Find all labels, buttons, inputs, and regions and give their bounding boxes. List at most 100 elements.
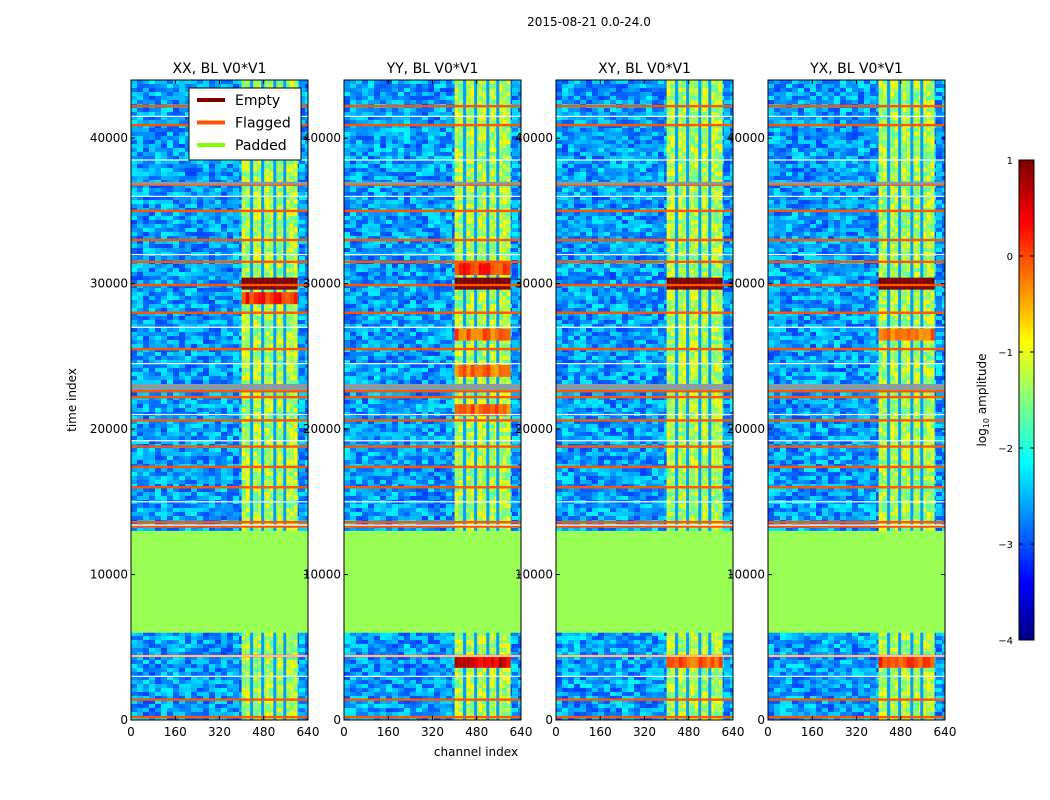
- heatmap-cell: [143, 668, 149, 672]
- heatmap-cell: [299, 376, 305, 380]
- heatmap-cell: [161, 408, 167, 412]
- heatmap-cell: [149, 120, 155, 124]
- heatmap-cell: [215, 472, 221, 476]
- heatmap-cell: [203, 508, 209, 512]
- heatmap-cell: [191, 656, 197, 660]
- heatmap-cell: [197, 644, 203, 648]
- heatmap-cell: [167, 696, 173, 700]
- heatmap-cell: [185, 108, 191, 112]
- heatmap-cell: [149, 360, 155, 364]
- heatmap-cell: [161, 184, 167, 188]
- heatmap-cell: [185, 228, 191, 232]
- heatmap-cell: [203, 388, 209, 392]
- heatmap-cell: [149, 136, 155, 140]
- heatmap-cell: [143, 372, 149, 376]
- heatmap-cell: [161, 132, 167, 136]
- heatmap-cell: [149, 688, 155, 692]
- heatmap-cell: [179, 312, 185, 316]
- heatmap-cell: [167, 368, 173, 372]
- heatmap-cell: [215, 432, 221, 436]
- heatmap-cell: [215, 408, 221, 412]
- heatmap-cell: [161, 116, 167, 120]
- heatmap-cell: [299, 656, 305, 660]
- heatmap-cell: [197, 480, 203, 484]
- heatmap-cell: [179, 468, 185, 472]
- heatmap-cell: [305, 680, 308, 684]
- heatmap-cell: [203, 400, 209, 404]
- heatmap-cell: [137, 664, 143, 668]
- heatmap-cell: [305, 140, 308, 144]
- heatmap-cell: [161, 256, 167, 260]
- heatmap-cell: [137, 496, 143, 500]
- heatmap-cell: [299, 420, 305, 424]
- heatmap-cell: [131, 212, 137, 216]
- heatmap-cell: [167, 200, 173, 204]
- heatmap-cell: [299, 268, 305, 272]
- heatmap-cell: [185, 528, 191, 532]
- heatmap-cell: [197, 276, 203, 280]
- heatmap-cell: [305, 320, 308, 324]
- heatmap-cell: [131, 512, 137, 516]
- heatmap-cell: [131, 160, 137, 164]
- heatmap-cell: [233, 80, 239, 84]
- heatmap-cell: [305, 452, 308, 456]
- heatmap-cell: [221, 216, 227, 220]
- heatmap-cell: [167, 700, 173, 704]
- heatmap-cell: [209, 648, 215, 652]
- heatmap-cell: [131, 140, 137, 144]
- heatmap-cell: [161, 496, 167, 500]
- heatmap-cell: [137, 688, 143, 692]
- heatmap-cell: [233, 452, 239, 456]
- heatmap-cell: [203, 176, 209, 180]
- heatmap-cell: [167, 352, 173, 356]
- heatmap-cell: [155, 92, 161, 96]
- heatmap-cell: [155, 376, 161, 380]
- heatmap-cell: [185, 360, 191, 364]
- panels-group: XX, BL V0*V10 160 320 480 640010000200003000…: [90, 61, 957, 739]
- heatmap-cell: [143, 644, 149, 648]
- heatmap-cell: [209, 404, 215, 408]
- heatmap-cell: [173, 228, 179, 232]
- heatmap-cell: [149, 152, 155, 156]
- heatmap-cell: [155, 380, 161, 384]
- heatmap-cell: [227, 680, 233, 684]
- heatmap-cell: [215, 440, 221, 444]
- heatmap-cell: [215, 244, 221, 248]
- heatmap-cell: [131, 400, 137, 404]
- heatmap-cell: [179, 100, 185, 104]
- heatmap-cell: [227, 340, 233, 344]
- heatmap-cell: [179, 196, 185, 200]
- heatmap-cell: [305, 392, 308, 396]
- heatmap-cell: [233, 432, 239, 436]
- heatmap-cell: [179, 480, 185, 484]
- heatmap-cell: [215, 320, 221, 324]
- heatmap-cell: [179, 440, 185, 444]
- heatmap-cell: [203, 680, 209, 684]
- heatmap-cell: [173, 248, 179, 252]
- heatmap-cell: [233, 268, 239, 272]
- heatmap-cell: [227, 228, 233, 232]
- heatmap-cell: [173, 476, 179, 480]
- heatmap-cell: [185, 488, 191, 492]
- heatmap-cell: [155, 224, 161, 228]
- heatmap-cell: [185, 356, 191, 360]
- heatmap-cell: [233, 200, 239, 204]
- heatmap-cell: [185, 212, 191, 216]
- heatmap-cell: [167, 296, 173, 300]
- heatmap-cell: [191, 648, 197, 652]
- heatmap-cell: [131, 672, 137, 676]
- heatmap-cell: [221, 272, 227, 276]
- heatmap-cell: [155, 80, 161, 84]
- heatmap-cell: [137, 164, 143, 168]
- heatmap-area: [131, 80, 308, 720]
- heatmap-cell: [209, 484, 215, 488]
- heatmap-cell: [185, 376, 191, 380]
- heatmap-cell: [161, 96, 167, 100]
- heatmap-cell: [215, 304, 221, 308]
- heatmap-cell: [131, 148, 137, 152]
- heatmap-cell: [173, 416, 179, 420]
- heatmap-cell: [167, 692, 173, 696]
- heatmap-cell: [149, 680, 155, 684]
- heatmap-cell: [149, 108, 155, 112]
- heatmap-cell: [215, 164, 221, 168]
